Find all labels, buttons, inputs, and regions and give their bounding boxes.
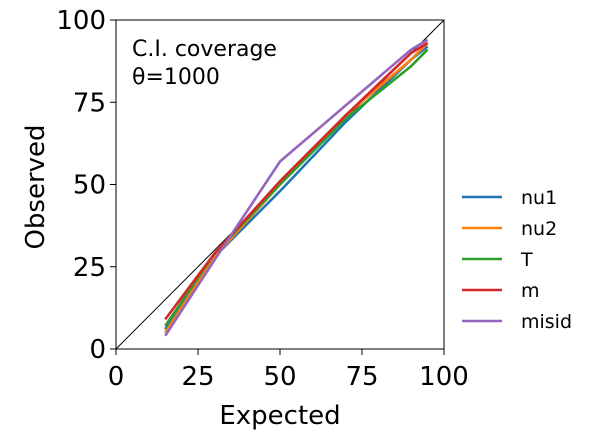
- series-line-m: [164, 41, 429, 321]
- legend-label-misid: misid: [521, 311, 572, 333]
- x-tick-label: 50: [263, 362, 296, 392]
- series-line-misid: [164, 38, 429, 337]
- chart-annotation-line-2: θ=1000: [132, 65, 220, 90]
- plot-content: [116, 20, 444, 349]
- y-tick-label: 100: [56, 6, 106, 36]
- y-tick-label: 50: [73, 171, 106, 201]
- x-axis-label: Expected: [219, 401, 340, 431]
- series-line-T: [164, 48, 429, 327]
- legend-label-nu1: nu1: [521, 187, 557, 209]
- y-tick-label: 25: [73, 253, 106, 283]
- axes: 0 25 50 75 100 0 25 50 75 100: [56, 6, 468, 392]
- legend-label-T: T: [520, 249, 533, 271]
- x-tick-label: 25: [181, 362, 214, 392]
- legend-label-nu2: nu2: [521, 218, 557, 240]
- legend-label-m: m: [521, 280, 540, 302]
- x-tick-label: 100: [419, 362, 469, 392]
- x-tick-label: 75: [345, 362, 378, 392]
- y-tick-label: 75: [73, 88, 106, 118]
- chart-annotation-line-1: C.I. coverage: [132, 37, 277, 62]
- y-tick-label: 0: [89, 335, 106, 365]
- legend: nu1 nu2 Tm misid: [462, 187, 572, 333]
- y-axis-label: Observed: [21, 124, 51, 249]
- x-tick-label: 0: [108, 362, 125, 392]
- plot-area: [116, 20, 444, 349]
